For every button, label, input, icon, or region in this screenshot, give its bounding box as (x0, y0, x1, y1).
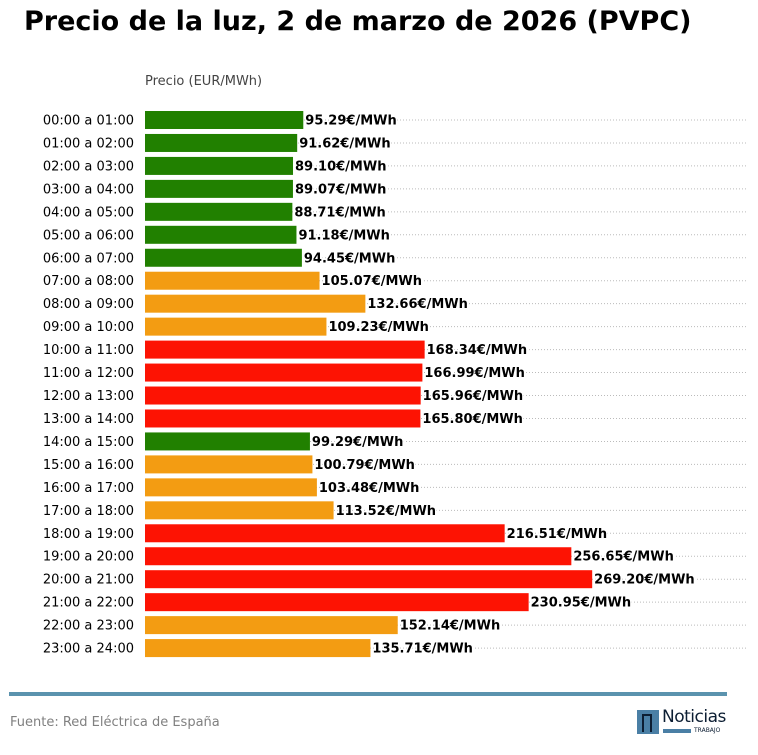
bar (145, 501, 334, 520)
bar (145, 317, 327, 336)
bar (145, 340, 425, 359)
y-tick-label: 11:00 a 12:00 (43, 366, 134, 381)
bar (145, 570, 593, 589)
source-note: Fuente: Red Eléctrica de España (10, 715, 220, 730)
data-label: 152.14€/MWh (400, 619, 501, 634)
logo-subtext: TRABAJO (694, 727, 721, 734)
data-label: 135.71€/MWh (372, 642, 473, 657)
bar (145, 111, 304, 129)
bar (145, 409, 421, 428)
y-tick-label: 10:00 a 11:00 (43, 343, 134, 358)
chart-title: Precio de la luz, 2 de marzo de 2026 (PV… (24, 6, 692, 37)
bar (145, 248, 302, 267)
y-tick-label: 04:00 a 05:00 (43, 205, 134, 220)
y-tick-label: 22:00 a 23:00 (43, 619, 134, 634)
data-label: 89.07€/MWh (295, 182, 386, 197)
bar (145, 478, 317, 497)
data-label: 216.51€/MWh (507, 527, 608, 542)
y-tick-label: 20:00 a 21:00 (43, 573, 134, 588)
data-label: 132.66€/MWh (367, 297, 468, 312)
bar (145, 432, 310, 451)
data-label: 91.18€/MWh (298, 228, 389, 243)
data-label: 168.34€/MWh (427, 343, 528, 358)
y-tick-label: 12:00 a 13:00 (43, 389, 134, 404)
bar (145, 616, 398, 635)
y-tick-label: 17:00 a 18:00 (43, 504, 134, 519)
data-label: 109.23€/MWh (328, 320, 429, 335)
bar (145, 156, 294, 175)
footer-divider (9, 692, 727, 696)
y-tick-label: 15:00 a 16:00 (43, 458, 134, 473)
y-tick-label: 06:00 a 07:00 (43, 251, 134, 266)
y-tick-label: 16:00 a 17:00 (43, 481, 134, 496)
bar (145, 639, 371, 658)
y-tick-label: 08:00 a 09:00 (43, 297, 134, 312)
data-label: 256.65€/MWh (573, 550, 674, 565)
bar (145, 294, 366, 313)
data-label: 95.29€/MWh (305, 114, 396, 129)
y-tick-label: 00:00 a 01:00 (43, 114, 134, 129)
bar (145, 455, 313, 474)
y-tick-label: 01:00 a 02:00 (43, 136, 134, 151)
logo-mark-icon (637, 710, 659, 734)
data-label: 88.71€/MWh (294, 205, 385, 220)
bar (145, 179, 293, 198)
logo-bar (663, 729, 691, 733)
y-tick-label: 13:00 a 14:00 (43, 412, 134, 427)
data-label: 94.45€/MWh (304, 251, 395, 266)
data-label: 99.29€/MWh (312, 435, 403, 450)
noticias-trabajo-logo: Noticias TRABAJO (637, 707, 729, 734)
data-label: 91.62€/MWh (299, 136, 390, 151)
data-label: 89.10€/MWh (295, 159, 386, 174)
y-tick-label: 03:00 a 04:00 (43, 182, 134, 197)
bar (145, 386, 421, 405)
data-label: 113.52€/MWh (336, 504, 437, 519)
data-label: 100.79€/MWh (314, 458, 415, 473)
bar (145, 202, 293, 221)
bar (145, 524, 505, 543)
data-label: 103.48€/MWh (319, 481, 420, 496)
y-tick-label: 21:00 a 22:00 (43, 596, 134, 611)
data-label: 230.95€/MWh (531, 596, 632, 611)
bar (145, 593, 529, 612)
y-tick-label: 18:00 a 19:00 (43, 527, 134, 542)
logo-text: Noticias (662, 707, 726, 727)
bar (145, 547, 572, 566)
bar (145, 271, 320, 290)
data-label: 165.96€/MWh (423, 389, 524, 404)
bar (145, 363, 423, 382)
bar (145, 133, 298, 152)
x-axis-label: Precio (EUR/MWh) (145, 74, 263, 89)
y-tick-label: 23:00 a 24:00 (43, 642, 134, 657)
y-tick-label: 19:00 a 20:00 (43, 550, 134, 565)
y-tick-label: 09:00 a 10:00 (43, 320, 134, 335)
y-tick-label: 02:00 a 03:00 (43, 159, 134, 174)
bar-chart: 00:00 a 01:00 95.29€/MWh 01:00 a 02:00 91.6… (43, 111, 748, 658)
bar (145, 225, 297, 244)
data-label: 166.99€/MWh (424, 366, 525, 381)
y-tick-label: 05:00 a 06:00 (43, 228, 134, 243)
data-label: 165.80€/MWh (422, 412, 522, 427)
data-label: 269.20€/MWh (594, 573, 695, 588)
y-tick-label: 07:00 a 08:00 (43, 274, 134, 289)
y-tick-label: 14:00 a 15:00 (43, 435, 134, 450)
data-label: 105.07€/MWh (322, 274, 423, 289)
